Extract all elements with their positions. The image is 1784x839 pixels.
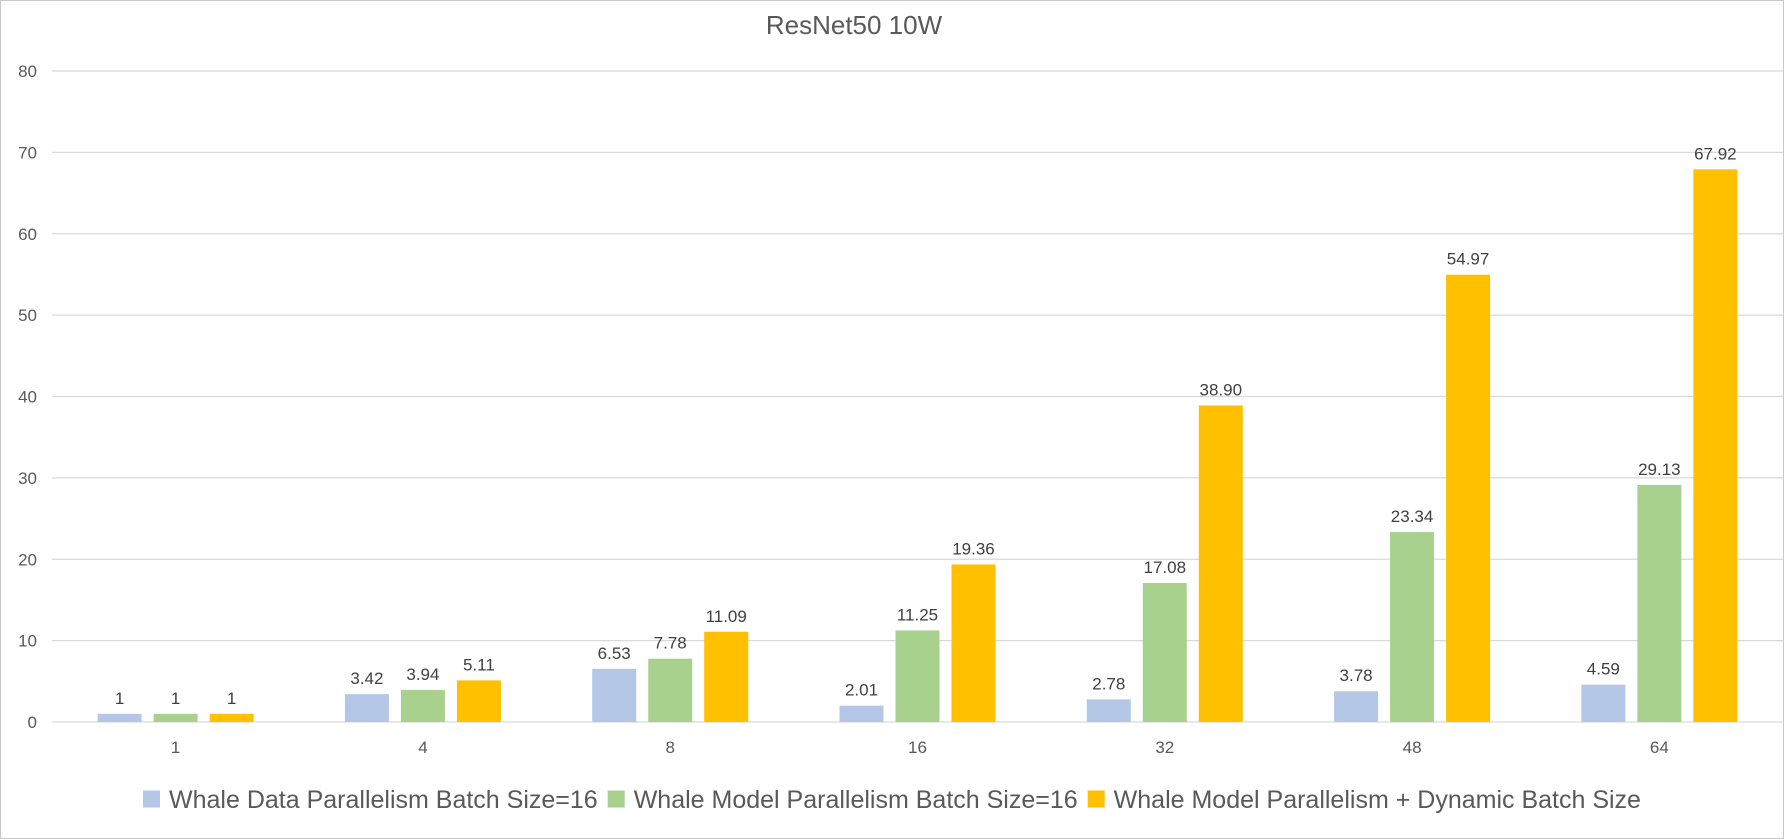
data-label: 11.25 — [897, 605, 938, 624]
legend-swatch — [607, 790, 625, 808]
data-label: 5.11 — [463, 655, 495, 674]
legend-item: Whale Model Parallelism + Dynamic Batch … — [1087, 786, 1641, 814]
data-label: 2.78 — [1092, 674, 1125, 693]
y-tick-label: 50 — [18, 306, 37, 325]
data-label: 3.42 — [350, 669, 383, 688]
data-label: 6.53 — [598, 644, 631, 663]
y-tick-label: 80 — [18, 62, 37, 81]
legend: Whale Data Parallelism Batch Size=16 Whal… — [143, 786, 1641, 814]
y-tick-label: 70 — [18, 143, 37, 162]
data-label: 3.78 — [1340, 666, 1373, 685]
data-labels: 1 1 1 3.42 3.94 5.11 6.53 7.78 11.09 2.01 11.25 19.… — [115, 144, 1737, 708]
bars — [97, 169, 1738, 722]
bar — [344, 694, 389, 722]
legend-label: Whale Model Parallelism + Dynamic Batch … — [1114, 786, 1641, 814]
bar — [1142, 583, 1187, 722]
legend-swatch — [143, 790, 161, 808]
data-label: 19.36 — [952, 539, 995, 558]
data-label: 1 — [227, 689, 236, 708]
chart-title: ResNet50 10W — [766, 10, 943, 40]
bar — [209, 713, 254, 722]
bar — [1390, 532, 1435, 722]
x-tick-label: 64 — [1650, 738, 1669, 757]
legend-item: Whale Model Parallelism Batch Size=16 — [607, 786, 1078, 814]
x-tick-label: 16 — [908, 738, 927, 757]
x-tick-label: 48 — [1403, 738, 1422, 757]
data-label: 1 — [171, 689, 180, 708]
data-label: 17.08 — [1144, 558, 1187, 577]
data-label: 1 — [115, 689, 124, 708]
bar — [1693, 169, 1738, 722]
y-axis-ticks: 0 10 20 30 40 50 60 70 80 — [18, 62, 37, 732]
bar — [97, 713, 142, 722]
y-tick-label: 0 — [28, 713, 37, 732]
gridlines — [52, 70, 1783, 723]
data-label: 38.90 — [1200, 380, 1243, 399]
legend-label: Whale Model Parallelism Batch Size=16 — [634, 786, 1078, 814]
bar — [1581, 684, 1626, 722]
bar — [1334, 691, 1379, 722]
data-label: 67.92 — [1694, 144, 1737, 163]
bar — [456, 680, 501, 722]
legend-item: Whale Data Parallelism Batch Size=16 — [143, 786, 598, 814]
bar — [400, 689, 445, 722]
bar — [648, 658, 693, 722]
bar — [1198, 405, 1243, 722]
data-label: 3.94 — [406, 665, 439, 684]
data-label: 29.13 — [1638, 460, 1681, 479]
legend-swatch — [1087, 790, 1105, 808]
y-tick-label: 60 — [18, 225, 37, 244]
bar — [1446, 274, 1491, 722]
data-label: 11.09 — [706, 607, 747, 626]
x-tick-label: 32 — [1155, 738, 1174, 757]
data-label: 2.01 — [845, 681, 878, 700]
legend-label: Whale Data Parallelism Batch Size=16 — [169, 786, 598, 814]
x-tick-label: 1 — [171, 738, 180, 757]
bar — [895, 630, 940, 722]
x-tick-label: 8 — [665, 738, 674, 757]
bar — [839, 705, 884, 722]
data-label: 7.78 — [654, 634, 687, 653]
y-tick-label: 30 — [18, 469, 37, 488]
bar — [1637, 484, 1682, 722]
data-label: 23.34 — [1391, 507, 1434, 526]
bar — [1086, 699, 1131, 722]
bar — [704, 631, 749, 722]
x-axis-ticks: 1 4 8 16 32 48 64 — [171, 738, 1669, 757]
x-tick-label: 4 — [418, 738, 427, 757]
y-tick-label: 40 — [18, 388, 37, 407]
data-label: 54.97 — [1447, 250, 1490, 269]
data-label: 4.59 — [1587, 660, 1620, 679]
bar — [153, 713, 198, 722]
y-tick-label: 10 — [18, 632, 37, 651]
y-tick-label: 20 — [18, 550, 37, 569]
bar — [951, 564, 996, 722]
bar — [592, 668, 637, 722]
